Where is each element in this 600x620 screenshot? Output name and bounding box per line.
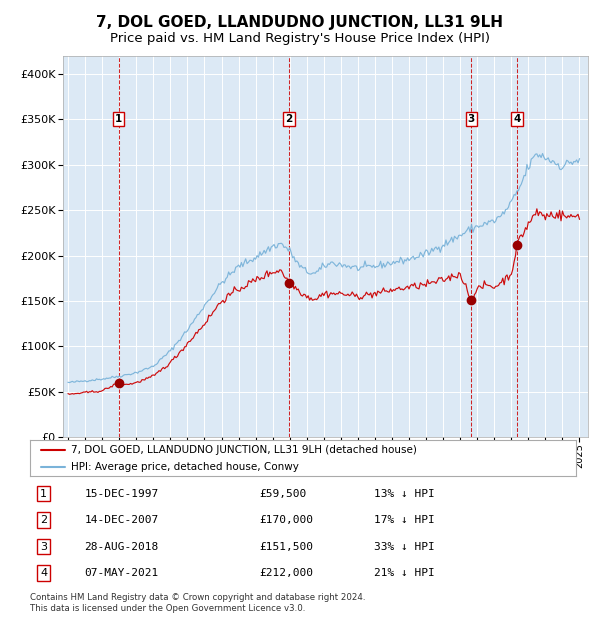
- Text: £151,500: £151,500: [259, 542, 313, 552]
- Text: 2: 2: [40, 515, 47, 525]
- Text: £212,000: £212,000: [259, 568, 313, 578]
- Text: 33% ↓ HPI: 33% ↓ HPI: [374, 542, 435, 552]
- Text: £59,500: £59,500: [259, 489, 307, 498]
- Text: 1: 1: [40, 489, 47, 498]
- Text: Contains HM Land Registry data © Crown copyright and database right 2024.
This d: Contains HM Land Registry data © Crown c…: [30, 593, 365, 613]
- Text: 7, DOL GOED, LLANDUDNO JUNCTION, LL31 9LH: 7, DOL GOED, LLANDUDNO JUNCTION, LL31 9L…: [97, 16, 503, 30]
- Text: 21% ↓ HPI: 21% ↓ HPI: [374, 568, 435, 578]
- Text: 4: 4: [40, 568, 47, 578]
- Text: 13% ↓ HPI: 13% ↓ HPI: [374, 489, 435, 498]
- Text: 3: 3: [468, 114, 475, 125]
- Text: 17% ↓ HPI: 17% ↓ HPI: [374, 515, 435, 525]
- Text: 1: 1: [115, 114, 122, 125]
- Text: HPI: Average price, detached house, Conwy: HPI: Average price, detached house, Conw…: [71, 462, 299, 472]
- Text: 3: 3: [40, 542, 47, 552]
- Text: Price paid vs. HM Land Registry's House Price Index (HPI): Price paid vs. HM Land Registry's House …: [110, 32, 490, 45]
- Text: 2: 2: [285, 114, 292, 125]
- Text: 14-DEC-2007: 14-DEC-2007: [85, 515, 159, 525]
- Text: 28-AUG-2018: 28-AUG-2018: [85, 542, 159, 552]
- Text: 15-DEC-1997: 15-DEC-1997: [85, 489, 159, 498]
- Text: 7, DOL GOED, LLANDUDNO JUNCTION, LL31 9LH (detached house): 7, DOL GOED, LLANDUDNO JUNCTION, LL31 9L…: [71, 445, 417, 455]
- Text: £170,000: £170,000: [259, 515, 313, 525]
- Text: 07-MAY-2021: 07-MAY-2021: [85, 568, 159, 578]
- Text: 4: 4: [514, 114, 521, 125]
